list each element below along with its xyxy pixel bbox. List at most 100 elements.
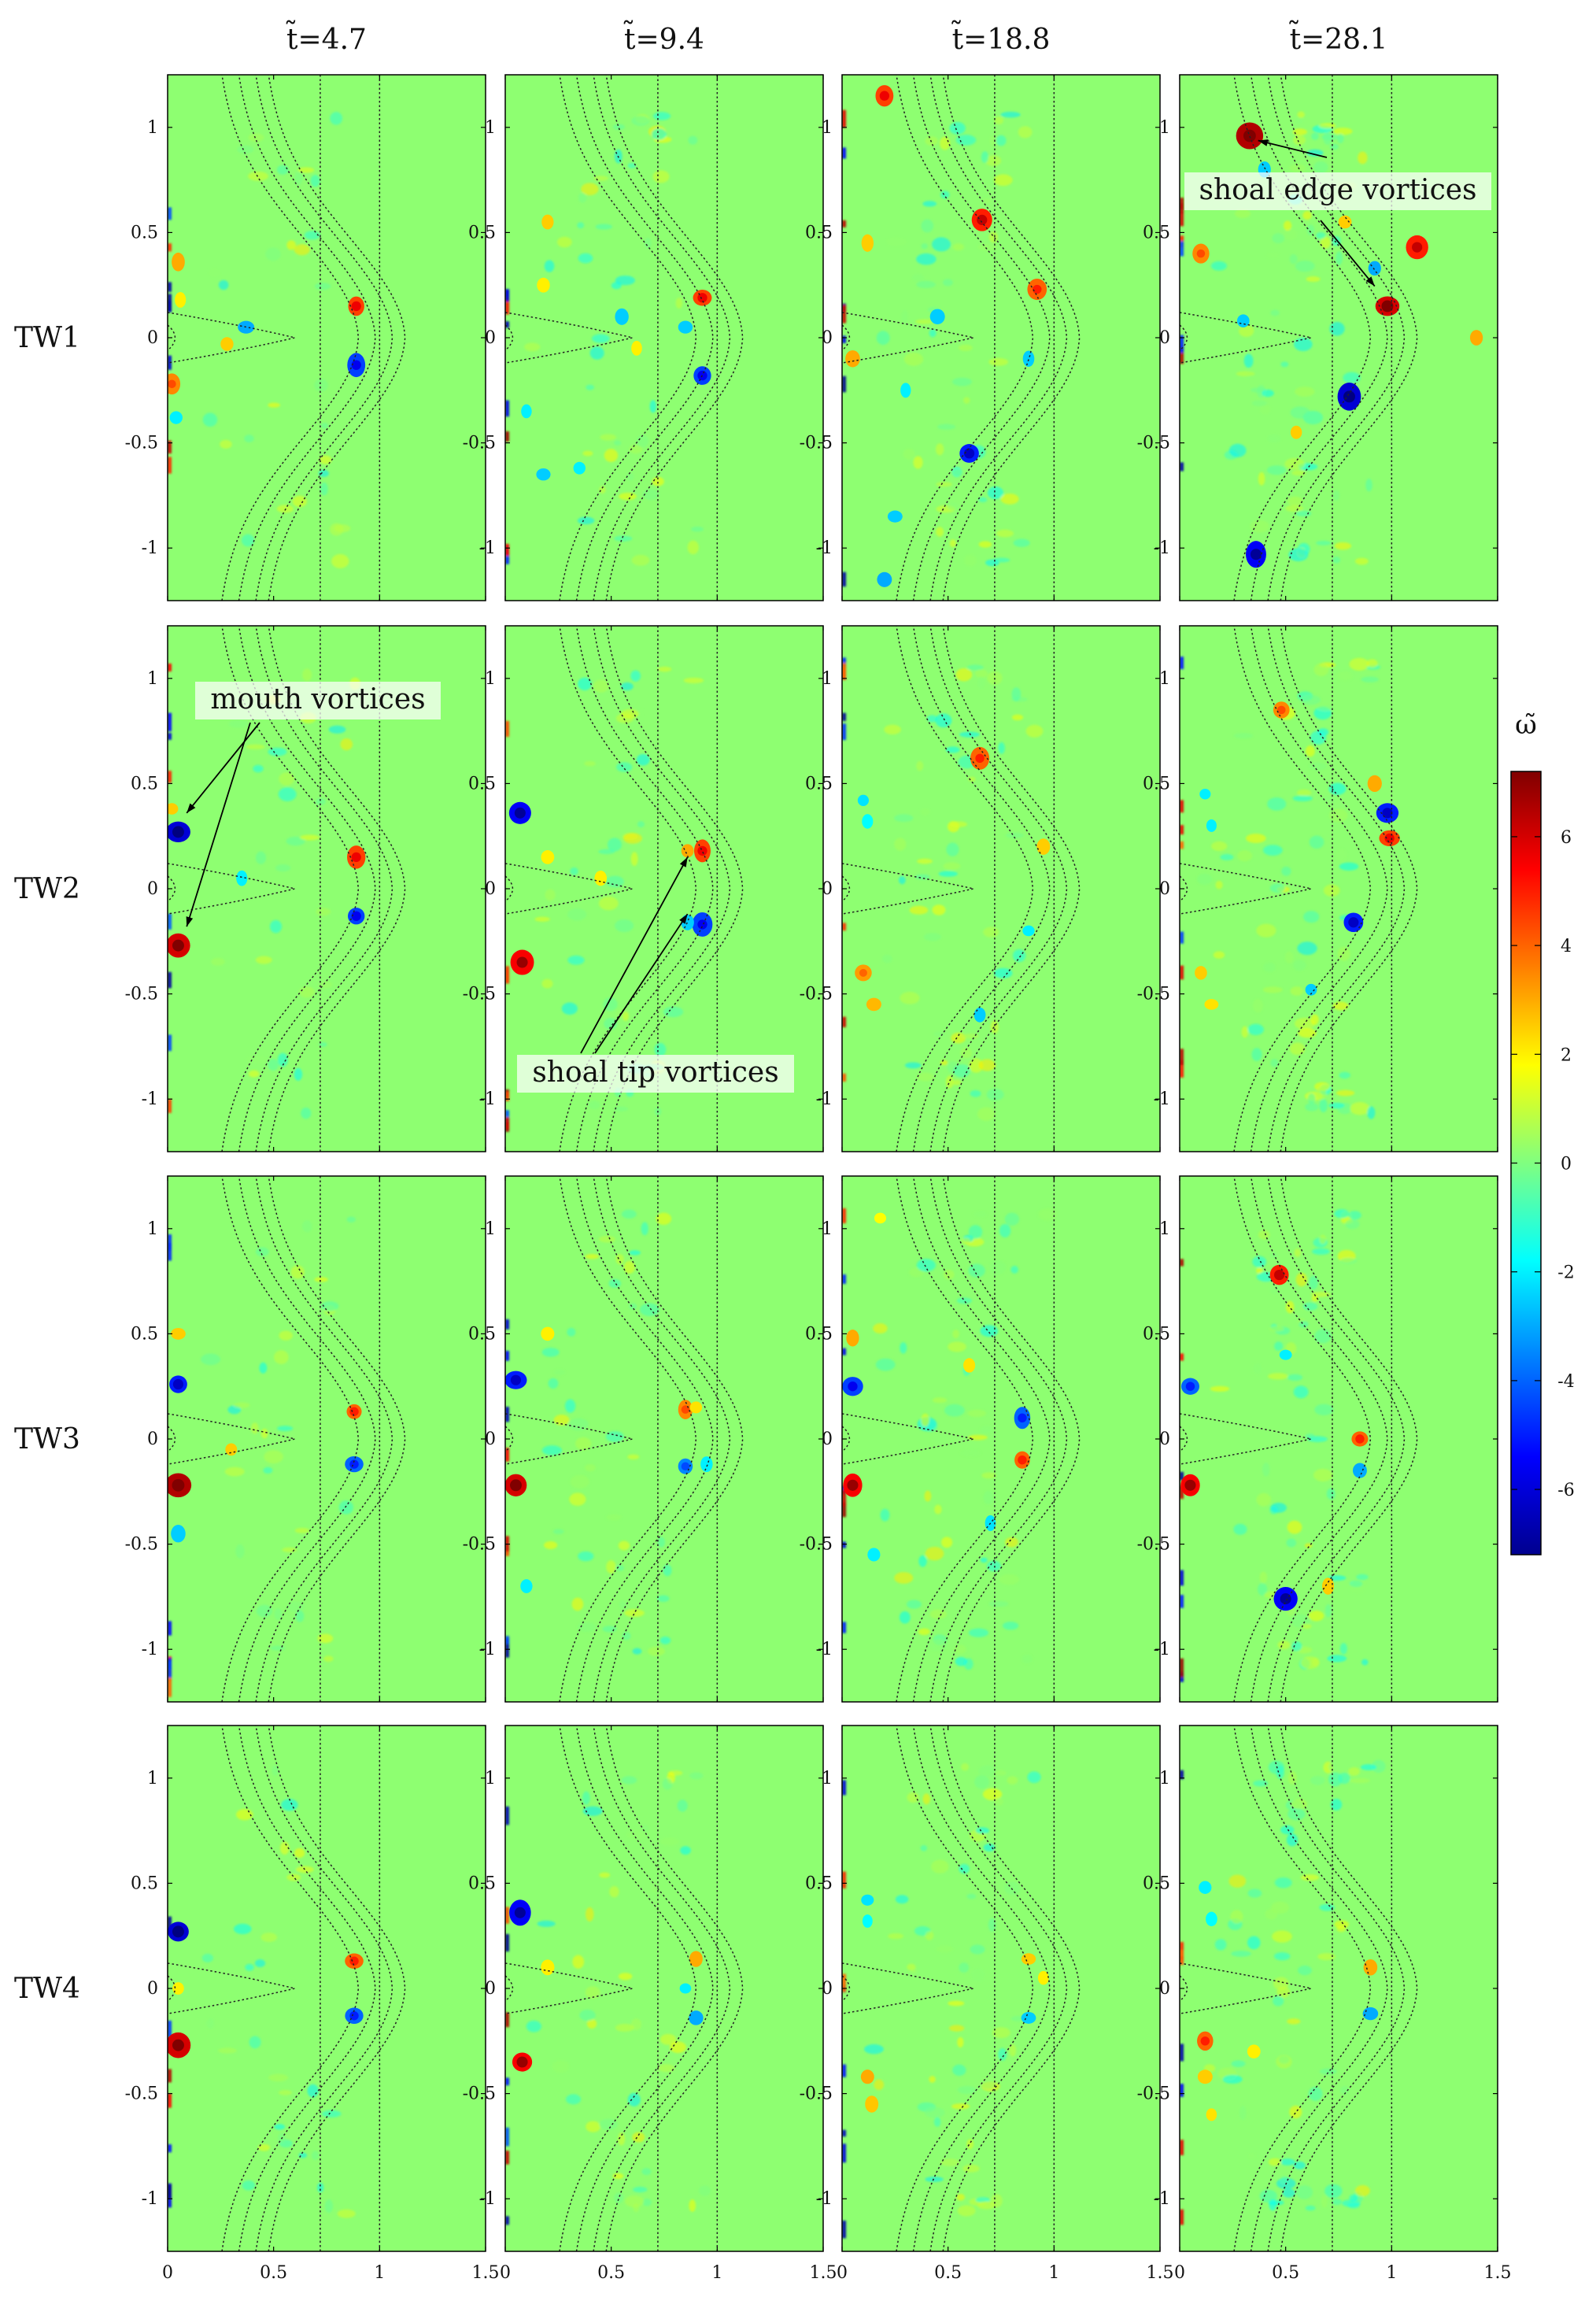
vortex-core (168, 379, 176, 389)
y-tick-label: -0.5 (1137, 434, 1170, 453)
y-tick-label: -1 (479, 1640, 496, 1659)
y-tick-label: -1 (1154, 2189, 1170, 2209)
vortex-mark (877, 571, 892, 587)
depth-contours (505, 75, 744, 601)
y-tick-label: 0.5 (131, 223, 158, 242)
vorticity-texture (842, 109, 1033, 587)
svg-text:shoal edge vortices: shoal edge vortices (1199, 174, 1476, 206)
vortex-mark (236, 870, 248, 886)
panel-background (1180, 75, 1498, 601)
vortex-mark (678, 320, 693, 334)
vortex-core (1382, 808, 1393, 819)
vorticity-texture (505, 1770, 711, 2225)
depth-contours (168, 1176, 406, 1702)
vortex-mark (845, 350, 860, 368)
vortex-mark (537, 277, 550, 293)
vortex-core (349, 1407, 359, 1416)
y-tick-label: 0.5 (468, 223, 496, 242)
y-tick-label: -1 (142, 1640, 158, 1659)
y-tick-label: -1 (816, 1089, 833, 1109)
y-tick-label: 1 (147, 669, 158, 689)
y-tick-label: -0.5 (463, 985, 496, 1004)
y-tick-label: -1 (1154, 538, 1170, 558)
vorticity-texture (842, 1208, 1057, 1670)
vortex-mark (1305, 983, 1317, 996)
vortex-mark (171, 1525, 186, 1543)
vortex-mark (973, 1007, 986, 1023)
annotation-label: shoal tip vortices (517, 1055, 794, 1093)
y-tick-label: 0 (485, 1979, 496, 1999)
vortex-core (1185, 1382, 1195, 1391)
x-tick-label: 0.5 (597, 2263, 625, 2283)
y-tick-label: 0 (485, 328, 496, 348)
depth-contours (1180, 1176, 1418, 1702)
vortex-mark (220, 337, 234, 351)
y-tick-label: 1 (485, 669, 496, 689)
x-tick-label: 1.5 (1147, 2263, 1174, 2283)
y-tick-label: -0.5 (800, 985, 833, 1004)
vortex-mark (860, 2070, 874, 2084)
depth-contours (842, 1176, 1081, 1702)
depth-contours (505, 1726, 744, 2251)
vortex-core (510, 1374, 522, 1385)
vortex-core (697, 919, 707, 930)
vortex-core (514, 1907, 526, 1918)
panel-background (842, 1176, 1160, 1702)
x-tick-label: 1 (1048, 2263, 1059, 2283)
vortex-mark (1204, 999, 1219, 1010)
vortex-core (349, 1459, 359, 1469)
y-tick-label: 0 (1159, 1979, 1170, 1999)
y-tick-label: 1 (147, 118, 158, 138)
y-tick-label: -0.5 (125, 2084, 158, 2104)
heatmap-panel: 1 0.5 0 -0.5 -1 (463, 1725, 824, 2252)
vorticity-texture (168, 1216, 356, 1697)
y-tick-label: 1 (822, 1219, 833, 1239)
y-tick-label: -1 (1154, 1640, 1170, 1659)
y-tick-label: -1 (142, 1089, 158, 1109)
colorbar: ω̃ 6 4 2 0 -2 -4 -6 (1510, 709, 1575, 1555)
y-tick-label: 0 (822, 879, 833, 899)
depth-contours (168, 1726, 406, 2251)
vortex-mark (171, 1327, 186, 1340)
y-tick-label: 0.5 (805, 223, 833, 242)
y-tick-label: 1 (485, 118, 496, 138)
heatmap-panel: 1 0.5 0 -0.5 -1 (1137, 1175, 1498, 1703)
column-title: t̃=9.4 (624, 20, 704, 56)
y-tick-label: 0.5 (468, 1324, 496, 1344)
vortex-core (172, 2039, 184, 2051)
vortex-mark (963, 1358, 976, 1373)
vorticity-texture (505, 1209, 672, 1658)
y-tick-label: 0 (822, 328, 833, 348)
column-title: t̃=18.8 (951, 20, 1050, 56)
vortex-core (172, 939, 184, 952)
y-tick-label: -0.5 (1137, 2084, 1170, 2104)
colorbar-tick-label: 4 (1561, 937, 1572, 956)
vortex-mark (857, 794, 870, 806)
y-tick-label: -0.5 (463, 434, 496, 453)
y-tick-label: 0 (822, 1430, 833, 1449)
x-tick-label: 0 (1174, 2263, 1185, 2283)
y-tick-label: -1 (479, 538, 496, 558)
vortex-core (697, 293, 707, 303)
row-label: TW2 (14, 873, 80, 905)
depth-contours (168, 75, 406, 601)
vortex-mark (1236, 314, 1250, 327)
y-tick-label: 0 (485, 1430, 496, 1449)
vortex-mark (172, 1982, 184, 1995)
panel-background (505, 1726, 823, 2251)
y-tick-label: -1 (479, 1089, 496, 1109)
y-tick-label: -0.5 (125, 1535, 158, 1555)
vortex-core (516, 2056, 528, 2068)
vortex-core (847, 1479, 859, 1491)
heatmap-panel: 1 0.5 0 -0.5 -1 (800, 1725, 1161, 2252)
vortex-mark (541, 1326, 555, 1341)
vortex-mark (862, 1914, 873, 1928)
row-labels: TW1 TW2 TW3 TW4 (14, 322, 80, 2005)
y-tick-label: 0.5 (468, 774, 496, 793)
vorticity-texture (1180, 657, 1381, 1119)
y-tick-label: 0 (147, 1979, 158, 1999)
vortex-mark (1206, 2108, 1217, 2121)
vortex-mark (689, 2010, 704, 2025)
depth-contours (842, 75, 1081, 601)
